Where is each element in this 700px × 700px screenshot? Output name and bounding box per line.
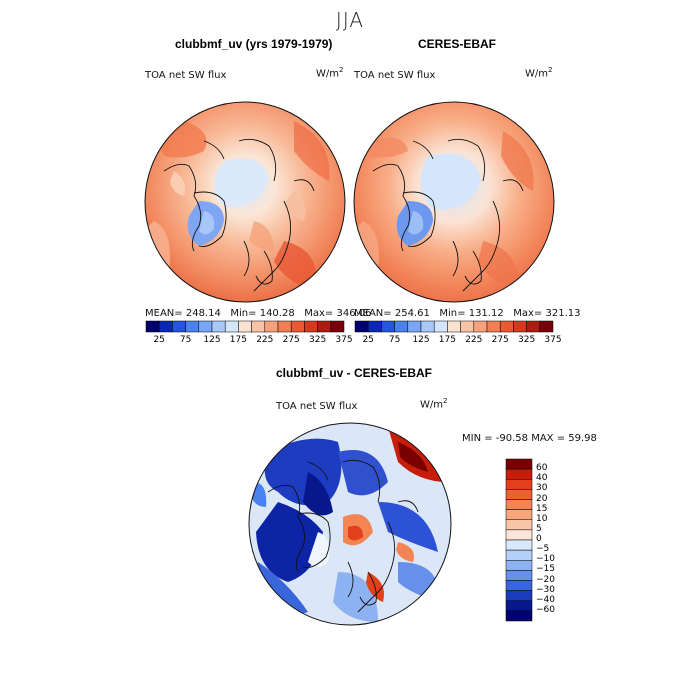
panel2-colorbar-box — [513, 320, 527, 333]
panel1-colorbar-tick: 175 — [229, 335, 247, 345]
panel1-colorbar-ticks: 25 75 125 175 225 275 325 375 — [146, 335, 352, 347]
panel2-colorbar-box — [486, 320, 501, 333]
panel1-polar-map — [144, 101, 346, 303]
diff-colorbar — [505, 458, 533, 622]
panel1-colorbar-box — [317, 320, 332, 333]
diff-colorbar-label: −40 — [536, 594, 555, 605]
panel1-units: W/m2 — [316, 66, 344, 80]
diff-colorbar-box — [505, 539, 533, 551]
panel2-colorbar-box — [381, 320, 395, 333]
diff-colorbar-label: 15 — [536, 503, 548, 514]
diff-colorbar-box — [505, 549, 533, 561]
diff-colorbar-label: −60 — [536, 604, 555, 615]
panel1-colorbar-box — [290, 320, 305, 333]
panel2-colorbar-tick: 375 — [544, 335, 562, 345]
panel2-colorbar-box — [394, 320, 409, 333]
diff-colorbar-box — [505, 570, 533, 581]
panel1-colorbar-box — [238, 320, 252, 333]
panel1-colorbar-tick: 125 — [203, 335, 221, 345]
diff-colorbar-label: −15 — [536, 564, 555, 575]
season-title: JJA — [335, 8, 365, 32]
panel2-title: CERES-EBAF — [418, 37, 497, 51]
panel2-colorbar-box — [407, 320, 422, 333]
panel1-colorbar-box — [172, 320, 186, 333]
diff-colorbar-box — [505, 458, 533, 470]
diff-colorbar-box — [505, 600, 533, 612]
panel1-colorbar-tick: 325 — [309, 335, 327, 345]
diff-colorbar-box — [505, 468, 533, 480]
panel1-colorbar-box — [304, 320, 318, 333]
diff-colorbar-label: 5 — [536, 523, 542, 534]
panel2-colorbar-box — [526, 320, 541, 333]
panel2-colorbar-box — [473, 320, 488, 333]
panel2-colorbar-tick: 75 — [388, 335, 401, 345]
diff-colorbar-box — [505, 590, 533, 601]
panel1-title: clubbmf_uv (yrs 1979-1979) — [175, 37, 333, 51]
diff-minmax: MIN = -90.58 MAX = 59.98 — [462, 433, 597, 444]
diff-colorbar-box — [505, 610, 533, 622]
panel1-stats: MEAN= 248.14 Min= 140.28 Max= 346.06 — [145, 308, 372, 319]
panel1-colorbar-box — [158, 320, 173, 333]
diff-colorbar-box — [505, 489, 533, 500]
panel1-colorbar-box — [224, 320, 239, 333]
diff-variable: TOA net SW flux — [276, 401, 358, 412]
panel1-colorbar-tick: 375 — [335, 335, 353, 345]
panel1-colorbar-tick: 225 — [256, 335, 274, 345]
panel1-colorbar-tick: 25 — [153, 335, 165, 345]
panel1-colorbar-tick: 275 — [282, 335, 300, 345]
panel2-colorbar-tick: 25 — [362, 335, 374, 345]
diff-colorbar-label: 30 — [536, 483, 548, 494]
diff-polar-map — [248, 422, 452, 626]
diff-colorbar-box — [505, 529, 533, 541]
panel2-stats: MEAN= 254.61 Min= 131.12 Max= 321.13 — [354, 308, 581, 319]
diff-colorbar-box — [505, 479, 533, 490]
panel1-colorbar-box — [277, 320, 292, 333]
panel1-colorbar-box — [211, 320, 226, 333]
panel1-colorbar-box — [185, 320, 200, 333]
panel2-polar-map — [353, 101, 555, 303]
panel2-colorbar-box — [420, 320, 435, 333]
panel2-colorbar-ticks: 25 75 125 175 225 275 325 375 — [355, 335, 561, 347]
diff-colorbar-box — [505, 580, 533, 591]
panel2-colorbar-box — [499, 320, 514, 333]
panel2-colorbar-box — [433, 320, 448, 333]
diff-colorbar-box — [505, 519, 533, 531]
panel2-colorbar-tick: 225 — [465, 335, 483, 345]
diff-colorbar-box — [505, 509, 533, 520]
panel1-colorbar-tick: 75 — [179, 335, 192, 345]
panel1-colorbar-box — [251, 320, 266, 333]
diff-colorbar-box — [505, 560, 533, 571]
panel2-colorbar — [354, 320, 554, 333]
diff-colorbar-label: −5 — [536, 544, 550, 555]
diff-colorbar-label: −20 — [536, 574, 555, 585]
panel1-variable: TOA net SW flux — [145, 70, 227, 81]
panel1-colorbar — [145, 320, 345, 333]
panel1-colorbar-box — [330, 320, 345, 333]
diff-colorbar-label: 10 — [536, 513, 548, 524]
panel2-colorbar-box — [539, 320, 554, 333]
panel2-colorbar-tick: 325 — [518, 335, 536, 345]
diff-colorbar-label: −30 — [536, 584, 555, 595]
diff-title: clubbmf_uv - CERES-EBAF — [276, 366, 433, 380]
panel2-colorbar-box — [460, 320, 475, 333]
panel1-colorbar-box — [198, 320, 213, 333]
panel2-units: W/m2 — [525, 66, 553, 80]
panel2-colorbar-box — [367, 320, 382, 333]
diff-colorbar-label: −10 — [536, 554, 555, 565]
panel2-colorbar-box — [447, 320, 461, 333]
panel1-colorbar-box — [145, 320, 160, 333]
diff-colorbar-box — [505, 499, 533, 510]
panel2-colorbar-box — [354, 320, 369, 333]
diff-units: W/m2 — [420, 397, 448, 411]
panel1-colorbar-box — [264, 320, 279, 333]
diff-colorbar-label: 40 — [536, 473, 548, 484]
diff-colorbar-label: 0 — [536, 534, 542, 544]
panel2-variable: TOA net SW flux — [354, 70, 436, 81]
panel2-colorbar-tick: 175 — [438, 335, 456, 345]
diff-colorbar-label: 60 — [536, 463, 548, 474]
diff-colorbar-label: 20 — [536, 493, 548, 504]
panel2-colorbar-tick: 275 — [491, 335, 509, 345]
diff-colorbar-labels: 60 40 30 20 15 10 5 0 −5 −10 −15 −20 −30 −40 −60 — [536, 459, 576, 621]
panel2-colorbar-tick: 125 — [412, 335, 430, 345]
